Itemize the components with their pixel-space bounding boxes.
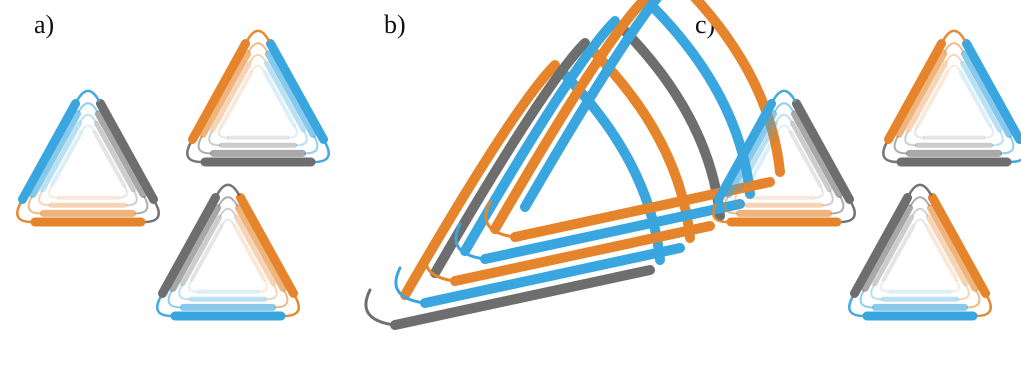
knot-a-top-corner xyxy=(252,66,264,71)
knot-a-bottom-corner xyxy=(157,296,172,316)
knot-a-left-corner xyxy=(77,91,99,101)
panel-b-layered-knot xyxy=(366,0,780,325)
knot-a-bottom-corner xyxy=(217,185,239,195)
knot-a-bottom-corner xyxy=(189,281,197,292)
knot-c-bottom-corner xyxy=(849,296,864,316)
knot-c-left-corner xyxy=(840,202,855,222)
knot-a-left-ribbon xyxy=(100,104,153,200)
knot-a-bottom-ribbon xyxy=(162,198,215,294)
knot-c-bottom-corner xyxy=(911,197,929,205)
knot-c-left-corner xyxy=(773,91,795,101)
knot-a-top-corner xyxy=(297,132,307,146)
knot-c-bottom-corner xyxy=(909,185,931,195)
knot-a-bottom-ribbon xyxy=(240,198,293,294)
knot-a-left xyxy=(17,91,158,222)
knot-c-top-ribbon xyxy=(888,44,941,140)
knot-c-top-corner xyxy=(915,127,923,138)
knot-a-top-ribbon xyxy=(270,44,323,140)
knot-a-left-corner xyxy=(144,202,159,222)
knot-a-bottom-corner xyxy=(179,286,189,300)
knot-c-left-corner xyxy=(775,103,793,111)
knot-a-bottom-corner xyxy=(259,281,267,292)
knot-a-left-corner xyxy=(39,192,49,206)
knot-a-left-corner xyxy=(119,187,127,198)
knot-a-top-corner xyxy=(247,31,269,41)
knot-c-left-ribbon xyxy=(796,104,849,200)
knot-a-left-corner xyxy=(17,202,32,222)
knot-a-left-corner xyxy=(82,126,94,131)
knot-a-top-ribbon xyxy=(192,44,245,140)
knot-a-bottom-corner xyxy=(219,197,237,205)
knot-a-left-corner xyxy=(127,192,137,206)
knot-a-top-corner xyxy=(289,127,297,138)
knot-a-left-corner xyxy=(80,115,95,122)
knot-c-bottom-corner xyxy=(914,220,926,225)
knot-c-bottom-corner xyxy=(912,209,927,216)
layered-corner xyxy=(366,290,395,325)
knot-c-top-corner xyxy=(1010,142,1021,162)
knot-c-left-corner xyxy=(776,115,791,122)
knot-c-left-corner xyxy=(815,187,823,198)
knot-c-bottom-corner xyxy=(976,296,991,316)
knot-c-top-corner xyxy=(993,132,1003,146)
knot-a-bottom-corner xyxy=(267,286,277,300)
knot-c-bottom xyxy=(849,185,990,316)
knot-a-top xyxy=(187,31,328,162)
knot-c-bottom-corner xyxy=(881,281,889,292)
knot-c-bottom-corner xyxy=(871,286,881,300)
knot-a-top-corner xyxy=(314,142,329,162)
knot-a-top-corner xyxy=(249,43,267,51)
knot-a-top-corner xyxy=(250,55,265,62)
knot-c-top xyxy=(883,31,1021,162)
knot-c-top-corner xyxy=(943,31,965,41)
knot-c-top-ribbon xyxy=(966,44,1019,140)
knot-c-top-corner xyxy=(985,127,993,138)
panel-a-knots xyxy=(17,31,328,316)
knot-a-bottom-corner xyxy=(284,296,299,316)
knot-c-bottom-corner xyxy=(951,281,959,292)
panel-c-knots xyxy=(713,31,1021,316)
knot-a-top-corner xyxy=(187,142,202,162)
knot-c-left-corner xyxy=(778,126,790,131)
knot-c-top-corner xyxy=(945,43,963,51)
knot-c-bottom-ribbon xyxy=(932,198,985,294)
knot-a-bottom-corner xyxy=(222,220,234,225)
knot-c-top-corner xyxy=(905,132,915,146)
knot-c-bottom-ribbon xyxy=(854,198,907,294)
knot-a-top-corner xyxy=(209,132,219,146)
knot-a-left-corner xyxy=(49,187,57,198)
knot-a-bottom xyxy=(157,185,298,316)
knot-c-top-corner xyxy=(883,142,898,162)
knot-a-left-corner xyxy=(79,103,97,111)
knot-c-top-corner xyxy=(946,55,961,62)
knot-a-top-corner xyxy=(219,127,227,138)
knot-c-left-corner xyxy=(823,192,833,206)
knot-a-bottom-corner xyxy=(220,209,235,216)
knot-c-top-corner xyxy=(948,66,960,71)
knot-c-bottom-corner xyxy=(959,286,969,300)
knot-a-left-ribbon xyxy=(22,104,75,200)
